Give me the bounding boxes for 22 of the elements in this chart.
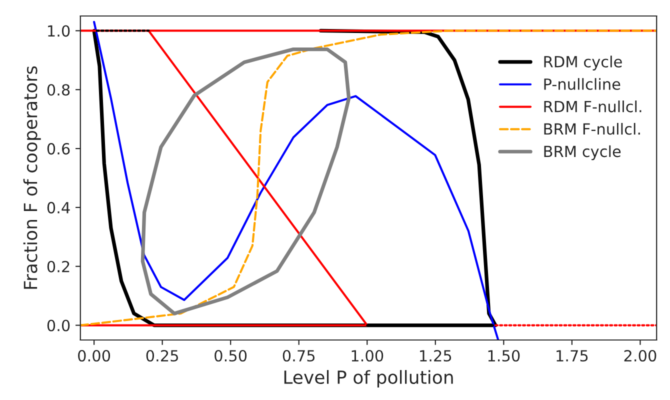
x-axis-title: Level P of pollution [284,370,453,388]
legend-label: RDM F-nullcl. [544,100,642,112]
y-tick-label: 0.6 [47,143,70,155]
x-tick-label: 0.50 [214,350,247,362]
x-tick-label: 0.75 [282,350,315,362]
y-axis-title: Fraction F of cooperators [23,66,41,289]
x-tick-label: 0.00 [78,350,110,362]
x-tick-label: 1.50 [488,350,520,362]
x-tick-label: 2.00 [624,350,656,362]
y-tick-label: 0.0 [47,320,70,332]
legend-label: RDM cycle [544,56,622,70]
legend-label: BRM cycle [544,145,621,160]
x-tick-label: 1.75 [556,350,588,362]
y-tick-label: 0.2 [47,260,70,272]
x-tick-label: 1.25 [420,350,452,362]
x-tick-label: 1.00 [352,350,384,362]
y-tick-label: 1.0 [48,25,70,37]
y-tick-label: 0.8 [47,84,70,96]
y-tick-label: 0.4 [47,202,70,214]
legend-label: P-nullcline [544,78,620,90]
x-tick-label: 0.25 [146,350,178,362]
legend-label: BRM F-nullcl. [544,122,640,135]
